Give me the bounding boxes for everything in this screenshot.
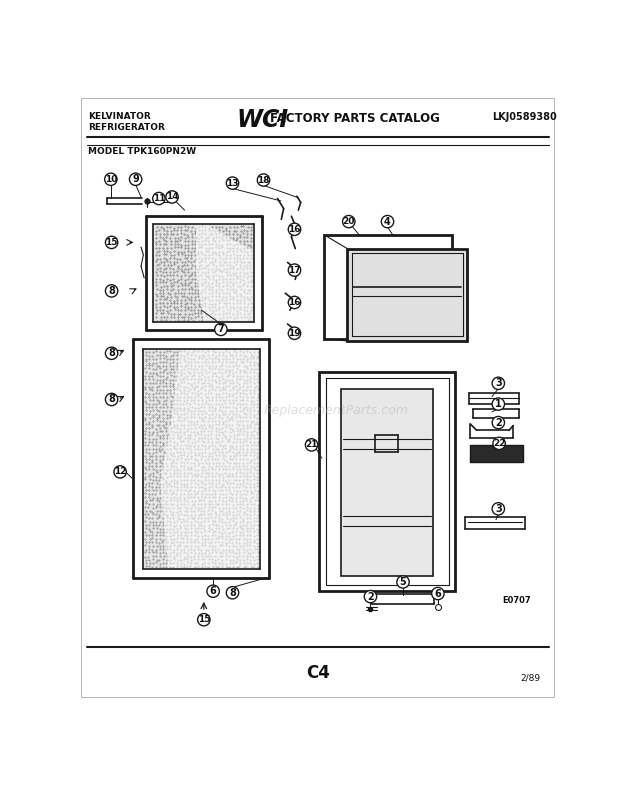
Circle shape — [397, 576, 409, 588]
Bar — [143, 349, 259, 568]
Text: 14: 14 — [166, 192, 179, 202]
Circle shape — [114, 466, 126, 478]
Circle shape — [226, 177, 239, 189]
Text: 15: 15 — [198, 615, 210, 624]
Circle shape — [492, 416, 505, 429]
Text: WCI: WCI — [236, 109, 288, 132]
Text: 3: 3 — [495, 504, 502, 514]
Circle shape — [198, 614, 210, 626]
Text: 7: 7 — [218, 325, 224, 334]
Text: FACTORY PARTS CATALOG: FACTORY PARTS CATALOG — [270, 111, 440, 125]
Text: E0707: E0707 — [502, 596, 531, 604]
Text: 22: 22 — [493, 439, 505, 448]
Circle shape — [342, 215, 355, 228]
Circle shape — [492, 377, 505, 389]
Circle shape — [105, 393, 118, 406]
Bar — [471, 445, 523, 462]
Text: 15: 15 — [105, 238, 118, 247]
Circle shape — [432, 587, 444, 600]
Text: 13: 13 — [226, 179, 239, 188]
Text: 8: 8 — [108, 348, 115, 359]
Text: 6: 6 — [435, 589, 441, 599]
Polygon shape — [319, 372, 455, 591]
Circle shape — [105, 284, 118, 297]
Polygon shape — [196, 225, 253, 321]
Text: 16: 16 — [288, 298, 301, 307]
Text: 6: 6 — [210, 586, 216, 597]
Text: KELVINATOR
REFRIGERATOR: KELVINATOR REFRIGERATOR — [88, 111, 165, 132]
Bar — [154, 225, 254, 322]
Circle shape — [257, 174, 270, 186]
Circle shape — [306, 439, 317, 451]
Text: 2/89: 2/89 — [521, 674, 541, 682]
Text: 18: 18 — [257, 176, 270, 184]
Text: 8: 8 — [229, 588, 236, 598]
Circle shape — [288, 264, 301, 277]
Circle shape — [215, 323, 227, 336]
Text: 3: 3 — [495, 378, 502, 388]
Text: 2: 2 — [495, 418, 502, 428]
Text: 1: 1 — [495, 399, 502, 409]
Text: ReplacementParts.com: ReplacementParts.com — [264, 404, 409, 417]
Circle shape — [105, 348, 118, 359]
Circle shape — [105, 236, 118, 248]
Text: 12: 12 — [114, 467, 126, 477]
Text: 16: 16 — [288, 225, 301, 234]
Text: C4: C4 — [306, 664, 330, 682]
Text: 21: 21 — [305, 440, 318, 449]
Text: LKJ0589380: LKJ0589380 — [492, 111, 557, 121]
Circle shape — [288, 296, 301, 309]
Text: 20: 20 — [343, 217, 355, 226]
Text: 4: 4 — [384, 217, 391, 227]
Circle shape — [492, 398, 505, 411]
Text: 8: 8 — [108, 395, 115, 404]
Text: 11: 11 — [153, 194, 165, 203]
Text: 10: 10 — [105, 175, 117, 184]
Text: MODEL TPK160PN2W: MODEL TPK160PN2W — [88, 147, 197, 156]
Polygon shape — [341, 388, 433, 576]
Circle shape — [226, 586, 239, 599]
Circle shape — [105, 173, 117, 185]
Text: 2: 2 — [367, 592, 374, 601]
Polygon shape — [161, 350, 258, 567]
Circle shape — [288, 223, 301, 236]
Circle shape — [153, 192, 165, 205]
Circle shape — [288, 327, 301, 340]
Circle shape — [207, 585, 219, 597]
Text: 9: 9 — [132, 174, 139, 184]
Text: 19: 19 — [288, 329, 301, 338]
Circle shape — [381, 215, 394, 228]
Circle shape — [492, 503, 505, 515]
Polygon shape — [347, 248, 467, 341]
Circle shape — [130, 173, 142, 185]
Text: 8: 8 — [108, 286, 115, 296]
Circle shape — [365, 590, 377, 603]
Circle shape — [166, 191, 179, 203]
Text: 17: 17 — [288, 266, 301, 275]
Circle shape — [493, 437, 505, 449]
Polygon shape — [324, 235, 452, 339]
Text: 5: 5 — [400, 577, 406, 587]
